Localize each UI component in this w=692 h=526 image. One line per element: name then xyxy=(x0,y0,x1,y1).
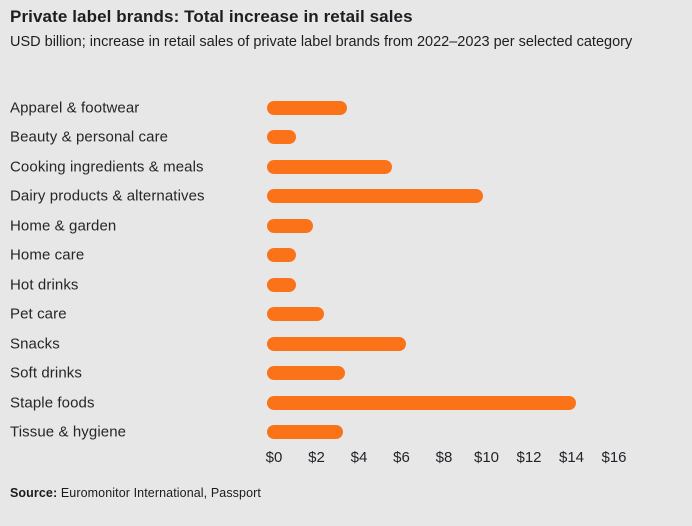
chart-row: Hot drinks xyxy=(0,270,692,300)
chart-subtitle: USD billion; increase in retail sales of… xyxy=(10,34,633,50)
chart-row: Home care xyxy=(0,241,692,271)
category-label: Soft drinks xyxy=(10,364,82,382)
bar xyxy=(267,307,324,322)
x-tick-label: $12 xyxy=(516,449,542,466)
bar xyxy=(267,100,347,115)
chart-title: Private label brands: Total increase in … xyxy=(10,7,413,26)
bar xyxy=(267,277,296,292)
source-label: Source: xyxy=(10,486,58,500)
x-tick-label: $2 xyxy=(308,449,325,466)
bar xyxy=(267,130,296,145)
x-tick-label: $0 xyxy=(265,449,283,466)
category-label: Hot drinks xyxy=(10,276,79,294)
x-tick-label: $16 xyxy=(601,449,627,466)
category-label: Pet care xyxy=(10,305,67,323)
category-label: Home care xyxy=(10,246,85,264)
source-text: Euromonitor International, Passport xyxy=(60,486,261,500)
bar xyxy=(267,366,345,381)
bar xyxy=(267,336,407,351)
x-tick-label: $8 xyxy=(435,449,453,466)
bar-chart: Apparel & footwear Beauty & personal car… xyxy=(0,93,692,447)
x-tick-label: $6 xyxy=(393,449,410,466)
chart-row: Dairy products & alternatives xyxy=(0,182,692,212)
chart-row: Beauty & personal care xyxy=(0,123,692,153)
x-tick-label: $14 xyxy=(558,449,585,466)
category-label: Dairy products & alternatives xyxy=(10,187,205,205)
x-tick-label: $10 xyxy=(473,449,500,466)
chart-row: Apparel & footwear xyxy=(0,93,692,123)
bar xyxy=(267,395,577,410)
category-label: Home & garden xyxy=(10,217,117,235)
bar xyxy=(267,159,392,174)
category-label: Apparel & footwear xyxy=(10,99,140,117)
x-tick-label: $4 xyxy=(350,449,368,466)
bar xyxy=(267,425,343,440)
chart-row: Tissue & hygiene xyxy=(0,418,692,448)
chart-row: Pet care xyxy=(0,300,692,330)
category-label: Snacks xyxy=(10,335,60,353)
x-axis: $0 $2 $4 $6 $8 $10 $12 $14 $16 xyxy=(0,447,692,469)
bar xyxy=(267,189,483,204)
chart-row: Cooking ingredients & meals xyxy=(0,152,692,182)
category-label: Cooking ingredients & meals xyxy=(10,158,204,176)
chart-row: Staple foods xyxy=(0,388,692,418)
bar xyxy=(267,248,296,263)
category-label: Staple foods xyxy=(10,394,95,412)
source-note: Source: Euromonitor International, Passp… xyxy=(10,486,261,500)
bar xyxy=(267,218,313,233)
category-label: Beauty & personal care xyxy=(10,128,169,146)
chart-row: Soft drinks xyxy=(0,359,692,389)
category-label: Tissue & hygiene xyxy=(10,423,127,441)
chart-row: Snacks xyxy=(0,329,692,359)
chart-row: Home & garden xyxy=(0,211,692,241)
